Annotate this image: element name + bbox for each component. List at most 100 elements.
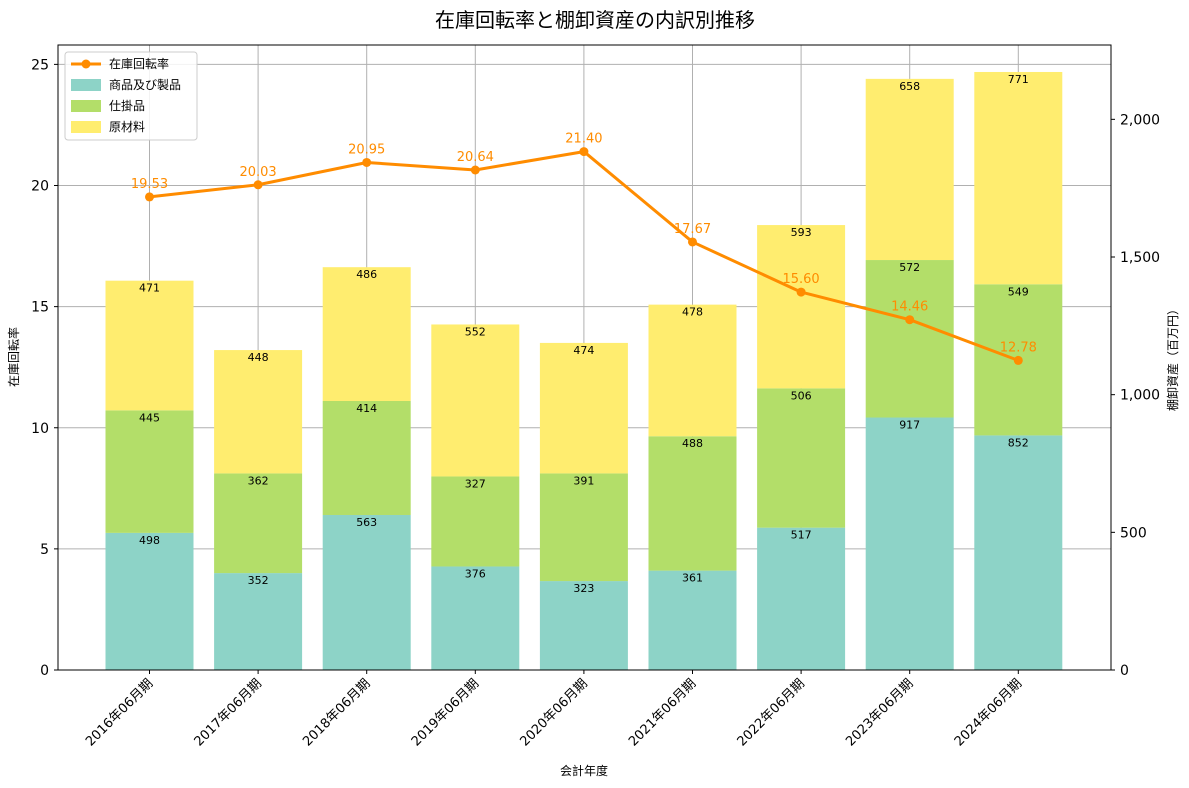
left-tick-label: 25 (31, 57, 49, 73)
turnover-point (362, 157, 372, 167)
legend-label: 仕掛品 (109, 98, 145, 113)
x-tick-label: 2020年06月期 (517, 676, 590, 749)
turnover-point (253, 180, 263, 190)
turnover-point (470, 165, 480, 175)
legend-label: 原材料 (109, 120, 145, 134)
x-tick-label: 2021年06月期 (626, 676, 699, 749)
bar-value-label: 471 (139, 282, 160, 295)
right-tick-label: 0 (1120, 663, 1129, 679)
bar-value-label: 517 (791, 529, 812, 542)
turnover-value-label: 20.64 (457, 150, 494, 165)
right-tick-label: 500 (1120, 525, 1147, 541)
legend-swatch (71, 100, 101, 112)
bar-value-label: 852 (1008, 436, 1029, 449)
bar-value-label: 549 (1008, 285, 1029, 298)
left-tick-label: 0 (40, 663, 49, 679)
bar-segment (539, 342, 628, 474)
right-y-axis-label: 棚卸資産（百万円） (1165, 303, 1180, 411)
bar-segment (865, 260, 954, 418)
legend-swatch (71, 79, 101, 91)
bar-value-label: 771 (1008, 73, 1029, 86)
bar-segment (105, 410, 194, 533)
bar-value-label: 414 (356, 402, 377, 415)
bar-value-label: 563 (356, 516, 377, 529)
bar-value-label: 478 (682, 306, 703, 319)
bar-value-label: 552 (465, 325, 486, 338)
bar-value-label: 323 (573, 582, 594, 595)
bar-value-label: 506 (791, 389, 812, 402)
bar-value-label: 486 (356, 268, 377, 281)
bar-segment (648, 436, 737, 571)
x-tick-label: 2018年06月期 (300, 676, 373, 749)
x-tick-label: 2016年06月期 (83, 676, 156, 749)
bar-segment (865, 78, 954, 261)
right-tick-label: 2,000 (1120, 112, 1160, 128)
bar-segment (322, 267, 411, 402)
turnover-value-label: 15.60 (782, 272, 819, 287)
turnover-value-label: 21.40 (565, 132, 602, 147)
turnover-value-label: 12.78 (1000, 340, 1037, 355)
legend-line-marker (81, 59, 91, 69)
turnover-point (796, 287, 806, 297)
left-tick-label: 5 (40, 542, 49, 558)
x-tick-label: 2023年06月期 (843, 676, 916, 749)
bar-segment (865, 417, 954, 670)
bar-segment (539, 581, 628, 670)
left-tick-label: 20 (31, 179, 49, 195)
x-axis-label: 会計年度 (560, 763, 608, 778)
legend-label: 在庫回転率 (109, 56, 169, 71)
bar-value-label: 361 (682, 572, 703, 585)
turnover-value-label: 14.46 (891, 300, 928, 315)
bar-segment (322, 514, 411, 670)
turnover-point (1013, 355, 1023, 365)
bar-value-label: 658 (899, 80, 920, 93)
bar-value-label: 917 (899, 419, 920, 432)
turnover-value-label: 20.95 (348, 142, 385, 157)
legend-box (64, 51, 198, 141)
bar-segment (322, 401, 411, 515)
bar-value-label: 498 (139, 534, 160, 547)
turnover-line-layer: 19.53 20.03 20.95 20.64 21.40 17.67 15.60 14.46… (131, 132, 1037, 365)
bar-segment (214, 573, 303, 670)
bar-value-label: 474 (573, 344, 594, 357)
bar-segment (974, 71, 1063, 285)
bar-segment (757, 527, 846, 670)
bar-value-label: 488 (682, 437, 703, 450)
bar-value-label: 572 (899, 261, 920, 274)
bar-value-label: 352 (248, 574, 269, 587)
bar-segment (214, 473, 303, 574)
x-tick-label: 2022年06月期 (735, 676, 808, 749)
bar-segment (431, 566, 520, 670)
turnover-point (905, 315, 915, 325)
chart-title: 在庫回転率と棚卸資産の内訳別推移 (435, 8, 755, 32)
right-tick-label: 1,000 (1120, 388, 1160, 404)
turnover-value-label: 17.67 (674, 222, 711, 237)
x-tick-label: 2019年06月期 (409, 676, 482, 749)
turnover-value-label: 20.03 (239, 165, 276, 180)
turnover-point (579, 147, 589, 157)
turnover-value-label: 19.53 (131, 177, 168, 192)
turnover-point (688, 237, 697, 247)
bar-value-label: 448 (248, 351, 269, 364)
bar-value-label: 327 (465, 477, 486, 490)
plot-frame (57, 44, 1112, 671)
bar-value-label: 445 (139, 411, 160, 424)
left-tick-label: 10 (31, 421, 49, 437)
left-y-axis-label: 在庫回転率 (6, 327, 21, 387)
bar-segment (757, 388, 846, 528)
x-tick-label: 2024年06月期 (952, 676, 1025, 749)
x-tick-label: 2017年06月期 (192, 676, 265, 749)
turnover-point (145, 192, 154, 202)
bar-value-label: 376 (465, 567, 486, 580)
bar-segment (757, 225, 846, 389)
left-tick-label: 15 (31, 300, 49, 316)
bar-segment (214, 350, 303, 474)
bar-value-label: 593 (791, 226, 812, 239)
right-tick-label: 1,500 (1120, 250, 1160, 266)
bar-value-label: 391 (573, 474, 594, 487)
bar-segment (105, 280, 194, 411)
bar-value-label: 362 (248, 474, 269, 487)
bar-segment (648, 570, 737, 670)
